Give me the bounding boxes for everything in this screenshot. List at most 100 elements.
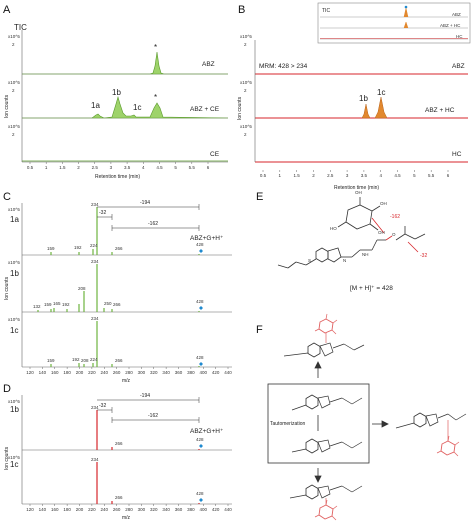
x-tick-label: 0.5 <box>260 173 267 178</box>
structure-e <box>277 197 393 269</box>
row-scale: x10^5 <box>240 124 252 129</box>
panel-d-plot: x10^5 x10^5 <box>8 395 232 505</box>
x-tick-label: 1 <box>45 165 48 170</box>
peak-label-1c: 1c <box>377 88 385 97</box>
peak-mz: 428 <box>196 437 204 442</box>
mrm-label: MRM: 428 > 234 <box>259 63 308 70</box>
inset-tic-label: TIC <box>322 8 330 14</box>
x-tick-label: 3 <box>110 165 113 170</box>
star-marker: * <box>154 93 157 102</box>
loss-label: -32 <box>99 210 106 216</box>
peak-mz: 234 <box>91 405 99 410</box>
row-scale: x10^5 <box>8 317 20 322</box>
ester-group <box>395 226 426 253</box>
x-tick-label: 3 <box>346 173 349 178</box>
peak-mz: 428 <box>196 242 204 247</box>
peak-mz: 250 <box>104 301 112 306</box>
trace-label-ce: CE <box>210 151 220 158</box>
x-axis-label: Retention time (min) <box>95 174 140 180</box>
peak-mz: 266 <box>113 302 121 307</box>
atom-label: HO <box>330 226 337 231</box>
row-scale: x10^5 <box>8 207 20 212</box>
x-axis-ticks: 120 140 160 180 200 220 240 260 280 300 320 340 360 3… <box>26 367 232 375</box>
x-axis-label: m/z <box>122 515 131 521</box>
x-tick-label: 320 <box>150 507 158 512</box>
peak-mz: 234 <box>91 202 99 207</box>
panel-label-e: E <box>256 191 263 203</box>
peak-1c <box>374 96 388 119</box>
row-label-1c: 1c <box>10 460 18 469</box>
x-tick-label: 4.5 <box>394 173 401 178</box>
x-tick-label: 140 <box>39 507 47 512</box>
x-tick-label: 5 <box>174 165 177 170</box>
atom-label: OH <box>355 190 362 195</box>
row-scale: x10^5 <box>8 260 20 265</box>
atom-label: O <box>392 232 396 237</box>
row-label-1c: 1c <box>10 326 18 335</box>
peak-mz: 266 <box>115 358 123 363</box>
structure-f-box <box>291 394 363 454</box>
panel-label-a: A <box>3 4 11 16</box>
panel-b-plot: x10^5 2 x10^5 2 x10^5 2 <box>240 34 468 163</box>
x-tick-label: 260 <box>113 370 121 375</box>
x-tick-label: 200 <box>76 370 84 375</box>
peak-label-1c: 1c <box>133 103 141 112</box>
peak-mz: 224 <box>90 243 98 248</box>
loss-label: -32 <box>99 403 106 409</box>
y-axis-label: Ion counts <box>237 96 243 120</box>
peak-mz: 266 <box>115 495 123 500</box>
row-label-1a: 1a <box>10 215 19 224</box>
x-tick-label: 4 <box>379 173 382 178</box>
peak-mz: 159 <box>44 302 52 307</box>
peak-mz: 234 <box>91 457 99 462</box>
peak-mz: 192 <box>74 245 82 250</box>
peak-label-1b: 1b <box>112 88 121 97</box>
x-tick-label: 440 <box>224 370 232 375</box>
row-label-1b: 1b <box>10 269 19 278</box>
x-tick-label: 360 <box>175 507 183 512</box>
peak-mz: 208 <box>78 286 86 291</box>
peak-mz: 159 <box>47 358 55 363</box>
atom-label: S <box>308 258 311 263</box>
x-tick-label: 380 <box>187 370 195 375</box>
x-tick-label: 360 <box>175 370 183 375</box>
x-tick-label: 4.5 <box>156 165 163 170</box>
trace-label-hc: HC <box>452 151 462 158</box>
peak-mz: 428 <box>196 299 204 304</box>
x-tick-label: 5.5 <box>428 173 435 178</box>
x-tick-label: 2.5 <box>92 165 99 170</box>
x-tick-label: 5.5 <box>189 165 196 170</box>
tautomerization-label: Tautomerization <box>270 421 306 427</box>
structure-f-right <box>395 412 467 457</box>
loss-label: -194 <box>140 393 150 399</box>
x-axis-ticks: 120 140 160 180 200 220 240 260 280 300 320 340 360 3… <box>26 504 232 512</box>
peak-mz: 234 <box>91 259 99 264</box>
x-axis-label: m/z <box>122 378 131 384</box>
peak-mz: 159 <box>47 246 55 251</box>
x-tick-label: 160 <box>51 370 59 375</box>
x-tick-label: 380 <box>187 507 195 512</box>
loss-label: -162 <box>148 221 158 227</box>
peak-mz: 165 <box>53 301 61 306</box>
row-tick: 2 <box>12 42 15 47</box>
x-tick-label: 280 <box>125 507 133 512</box>
peak-mz: 428 <box>196 355 204 360</box>
row-tick: 2 <box>244 132 247 137</box>
x-tick-label: 280 <box>125 370 133 375</box>
peak-mz: 266 <box>115 441 123 446</box>
x-tick-label: 420 <box>212 370 220 375</box>
x-tick-label: 160 <box>51 507 59 512</box>
row-scale: x10^5 <box>8 80 20 85</box>
star-marker: * <box>154 43 157 52</box>
peak-mz: 224 <box>90 357 98 362</box>
x-axis-ticks: 0.5 1 1.5 2 2.5 3 3.5 4 4.5 5 5.5 6 <box>260 170 450 178</box>
x-tick-label: 180 <box>63 507 71 512</box>
peak-label-1a: 1a <box>91 101 100 110</box>
x-tick-label: 6 <box>207 165 210 170</box>
x-tick-label: 4 <box>142 165 145 170</box>
trace-label-abz: ABZ <box>202 61 215 68</box>
x-tick-label: 2 <box>77 165 80 170</box>
row-tick: 2 <box>244 88 247 93</box>
atom-label: NH <box>362 252 369 257</box>
row-tick: 2 <box>12 88 15 93</box>
